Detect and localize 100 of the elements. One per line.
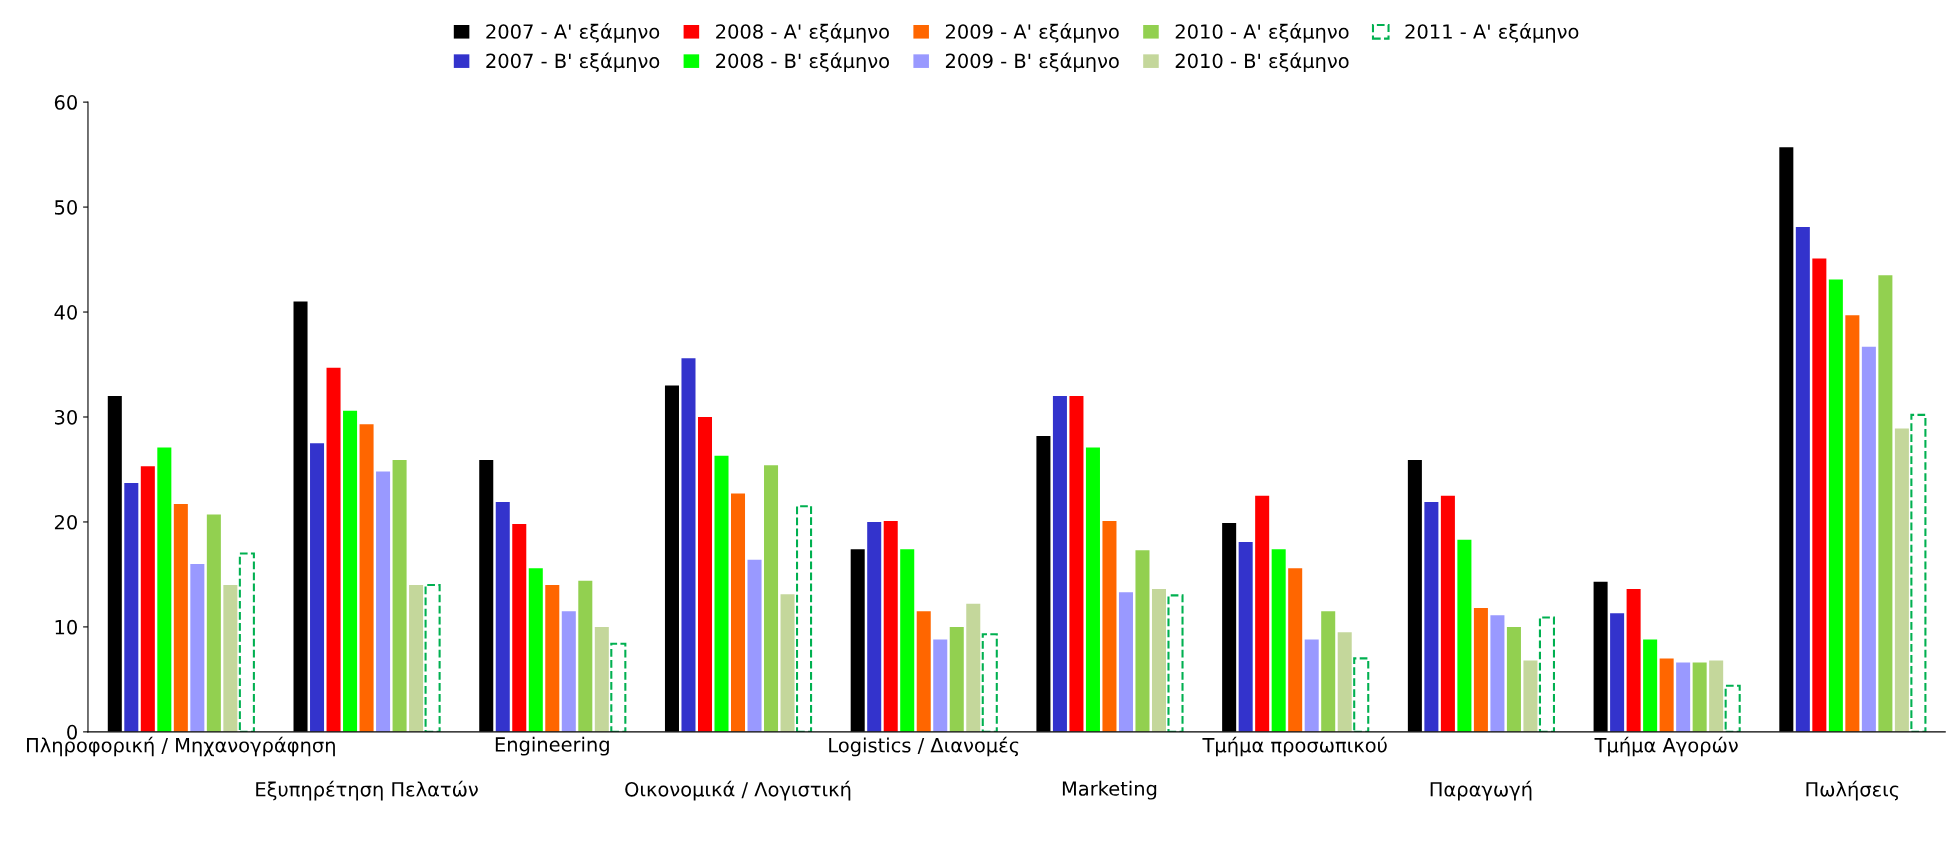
bar	[1861, 346, 1876, 732]
x-tick-label: Logistics / Διανομές	[829, 736, 1019, 757]
bar	[1337, 632, 1352, 732]
bar	[780, 594, 795, 732]
bar	[795, 505, 813, 732]
x-tick-label: Πωλήσεις	[1806, 780, 1899, 801]
bar	[981, 633, 998, 732]
y-tick-label: 40	[54, 304, 77, 320]
bar	[1353, 657, 1370, 732]
bar	[512, 524, 527, 732]
bar	[1457, 539, 1472, 732]
bar	[883, 520, 898, 732]
bar	[409, 584, 424, 732]
y-tick-label: 30	[54, 409, 77, 425]
bar	[1812, 258, 1827, 732]
x-tick-label: Παραγωγή	[1430, 780, 1532, 801]
bar	[310, 443, 325, 732]
x-tick-label: Marketing	[1062, 780, 1157, 800]
bar	[1795, 227, 1810, 732]
bar	[1255, 495, 1270, 732]
legend-label: 2008 - A' εξάμηνο	[716, 23, 889, 43]
bar	[1167, 594, 1184, 732]
bar	[1135, 550, 1150, 732]
bar	[1894, 428, 1909, 732]
bar	[1069, 396, 1084, 732]
bar	[1692, 662, 1707, 732]
bar	[223, 584, 238, 732]
y-tick-label: 60	[54, 95, 77, 110]
bar	[1506, 626, 1521, 732]
bar	[1845, 315, 1860, 732]
legend-label: 2008 - B' εξάμηνο	[716, 52, 889, 73]
bar	[949, 626, 964, 732]
bar	[1118, 592, 1133, 732]
bar	[933, 639, 948, 732]
bar	[528, 568, 543, 732]
bar	[1271, 549, 1286, 732]
x-tick-label: Engineering	[495, 736, 609, 756]
bar	[764, 465, 779, 732]
legend-label: 2009 - B' εξάμηνο	[945, 52, 1119, 73]
bar	[681, 358, 696, 732]
y-tick-label: 20	[54, 514, 77, 530]
bar	[124, 483, 139, 732]
bar	[545, 584, 560, 732]
bar	[206, 514, 221, 732]
legend-label: 2011 - A' εξάμηνο	[1405, 23, 1579, 43]
bar	[610, 642, 627, 732]
bar	[561, 611, 576, 732]
bar	[578, 580, 593, 732]
legend-label: 2009 - A' εξάμηνο	[945, 23, 1119, 43]
bar	[1424, 502, 1439, 732]
bar	[1910, 413, 1927, 732]
bar	[1709, 660, 1724, 732]
bar	[359, 424, 374, 732]
bar	[157, 447, 172, 732]
bar	[326, 367, 341, 732]
bar	[1676, 662, 1691, 732]
bar	[747, 559, 762, 732]
bar	[140, 466, 155, 732]
bar	[731, 493, 746, 732]
legend-label: 2007 - B' εξάμηνο	[486, 52, 660, 73]
legend-label: 2010 - B' εξάμηνο	[1175, 52, 1349, 73]
bar	[867, 521, 882, 732]
bar	[173, 504, 188, 732]
bar	[1659, 658, 1674, 732]
x-tick-label: Οικονομικά / Λογιστική	[625, 780, 851, 801]
bar	[1288, 568, 1303, 732]
bar	[1878, 275, 1893, 732]
bar	[238, 552, 255, 732]
bar	[1538, 616, 1555, 732]
bar	[966, 603, 981, 732]
bar	[376, 471, 391, 732]
bar	[1473, 608, 1488, 732]
bar	[495, 502, 510, 732]
bar	[1626, 589, 1641, 732]
bar	[392, 460, 407, 732]
bar	[1440, 495, 1455, 732]
bar	[424, 583, 441, 732]
bar	[1610, 613, 1625, 732]
x-tick-label: Τμήμα Αγορών	[1594, 736, 1738, 757]
bar	[697, 416, 713, 732]
y-tick-label: 50	[55, 200, 77, 215]
bar	[190, 563, 205, 732]
bar	[1085, 447, 1100, 732]
bar	[1238, 541, 1253, 732]
y-tick-label: 10	[55, 619, 77, 635]
bar	[1643, 639, 1658, 732]
bar	[900, 549, 915, 732]
bar	[1102, 520, 1117, 732]
x-tick-label: Τμήμα προσωπικού	[1202, 736, 1387, 757]
x-tick-label: Εξυπηρέτηση Πελατών	[256, 780, 478, 801]
bar	[1321, 611, 1336, 732]
legend-label: 2007 - A' εξάμηνο	[486, 23, 660, 43]
bar	[1151, 589, 1167, 732]
bar	[714, 455, 729, 732]
bar	[916, 611, 931, 732]
bar	[1490, 615, 1505, 732]
bar	[343, 410, 358, 732]
bar	[1828, 279, 1843, 732]
bar	[1724, 684, 1741, 732]
bar	[1052, 396, 1067, 732]
